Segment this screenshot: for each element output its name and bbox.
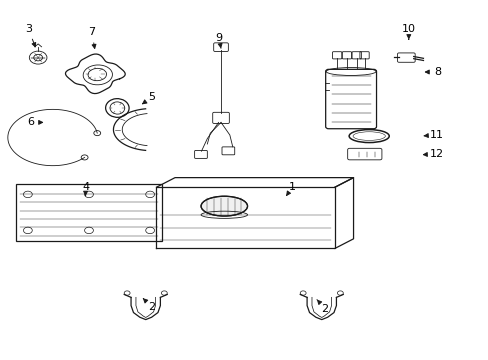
Text: 5: 5: [142, 92, 155, 104]
Text: 11: 11: [423, 130, 443, 140]
Text: 6: 6: [27, 117, 42, 127]
Text: 8: 8: [425, 67, 440, 77]
Text: 2: 2: [143, 298, 155, 312]
Text: 1: 1: [286, 182, 295, 195]
Text: 4: 4: [82, 182, 89, 195]
Text: 3: 3: [25, 24, 36, 47]
Bar: [16, 184, 162, 241]
Text: 7: 7: [88, 27, 96, 48]
Text: 10: 10: [401, 24, 415, 39]
Text: 9: 9: [215, 33, 222, 48]
Ellipse shape: [201, 196, 247, 216]
Text: 2: 2: [316, 300, 328, 314]
Text: 12: 12: [423, 149, 443, 159]
